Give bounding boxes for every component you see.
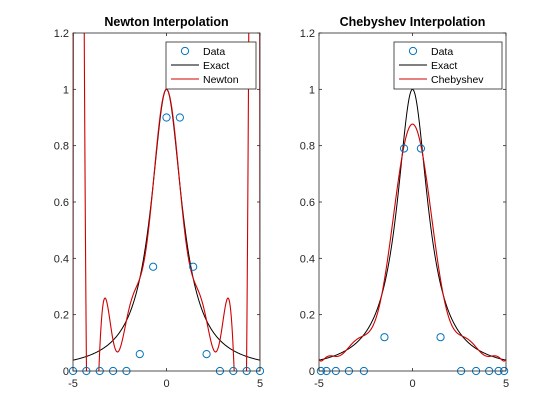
- newton-data-point: [175, 113, 184, 122]
- newton-legend: Data Exact Newton: [165, 41, 257, 90]
- chebyshev-interp-line: [319, 123, 506, 362]
- newton-y-tick-label: 0.2: [54, 310, 69, 322]
- chebyshev-y-tick-label: 1.2: [300, 28, 315, 40]
- newton-data-point: [162, 113, 171, 122]
- chebyshev-y-tick-label: 0.4: [300, 253, 315, 265]
- chebyshev-y-tick-label: 1: [309, 84, 315, 96]
- newton-y-tick-label: 0: [63, 366, 69, 378]
- chebyshev-legend-label-interp: Chebyshev: [431, 74, 484, 86]
- newton-data-point: [149, 262, 158, 271]
- chebyshev-data-point: [399, 144, 409, 153]
- newton-y-tick-label: 1.2: [54, 28, 69, 40]
- chebyshev-plot-title: Chebyshev Interpolation: [340, 15, 486, 29]
- chebyshev-data-point: [416, 144, 426, 153]
- newton-y-tick-label: 0.8: [54, 141, 69, 153]
- chebyshev-x-tick-label: -5: [314, 378, 324, 390]
- newton-y-tick-label: 1: [63, 84, 69, 96]
- newton-x-tick-label: 5: [257, 378, 263, 390]
- newton-legend-label-interp: Newton: [203, 74, 239, 86]
- newton-plot: Newton Interpolation -5 0 500.20.40.60.811…: [54, 15, 265, 390]
- newton-data-point: [189, 262, 198, 271]
- chebyshev-data-point: [436, 333, 445, 342]
- chebyshev-plot: Chebyshev Interpolation -5 0 500.20.40.60.…: [300, 15, 509, 390]
- chebyshev-data-point: [380, 333, 389, 342]
- newton-data-point: [135, 350, 144, 359]
- newton-x-tick-label: -5: [68, 378, 78, 390]
- chebyshev-y-tick-label: 0: [309, 366, 315, 378]
- newton-y-tick-label: 0.6: [54, 197, 69, 209]
- newton-data-point: [202, 350, 211, 359]
- newton-legend-marker-data: [180, 46, 190, 56]
- chebyshev-legend-label-data: Data: [431, 46, 453, 58]
- newton-x-tick-label: 0: [163, 378, 169, 390]
- chebyshev-legend-marker-data: [408, 46, 418, 56]
- newton-plot-title: Newton Interpolation: [104, 15, 228, 29]
- chebyshev-legend: Data Exact Chebyshev: [393, 41, 503, 90]
- chebyshev-y-tick-label: 0.2: [300, 310, 315, 322]
- chebyshev-legend-label-exact: Exact: [431, 60, 457, 72]
- newton-y-tick-label: 0.4: [54, 253, 69, 265]
- chebyshev-x-tick-label: 5: [503, 378, 509, 390]
- newton-legend-label-data: Data: [203, 46, 225, 58]
- chebyshev-x-tick-label: 0: [409, 378, 415, 390]
- newton-legend-label-exact: Exact: [203, 60, 229, 72]
- chebyshev-y-tick-label: 0.8: [300, 141, 315, 153]
- chebyshev-y-tick-label: 0.6: [300, 197, 315, 209]
